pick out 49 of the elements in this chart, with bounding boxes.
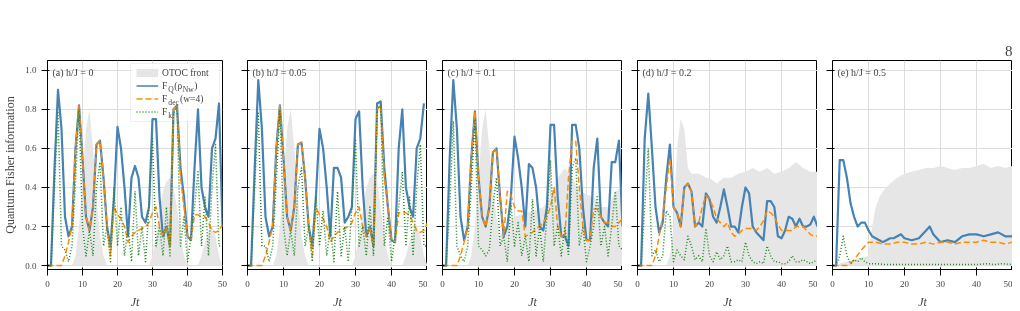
x-tick-label: 40 <box>972 278 982 289</box>
y-tick-label: 0.8 <box>25 104 37 115</box>
x-axis-title: Jt <box>528 294 538 309</box>
x-tick-label: 50 <box>218 278 228 289</box>
x-tick-label: 10 <box>78 278 88 289</box>
y-axis-title: Quantum Fisher information <box>3 96 18 234</box>
x-tick-label: 10 <box>474 278 484 289</box>
x-tick-label: 40 <box>387 278 397 289</box>
x-axis-title: Jt <box>333 294 343 309</box>
text: (d) h/J = 0.2 <box>642 66 692 79</box>
x-tick-label: 20 <box>705 278 715 289</box>
x-tick-label: 50 <box>613 278 623 289</box>
text: (c) h/J = 0.1 <box>447 66 496 79</box>
x-tick-label: 10 <box>864 278 874 289</box>
text: (e) h/J = 0.5 <box>837 66 886 79</box>
x-tick-label: 50 <box>808 278 818 289</box>
legend-label: OTOC front <box>162 68 209 78</box>
x-tick-label: 30 <box>741 278 751 289</box>
y-tick-label: 0.0 <box>25 260 37 271</box>
x-tick-label: 20 <box>900 278 910 289</box>
x-tick-label: 0 <box>440 278 446 289</box>
x-tick-label: 50 <box>1003 278 1013 289</box>
y-tick-label: 0.2 <box>25 221 37 232</box>
x-tick-label: 0 <box>45 278 51 289</box>
x-tick-label: 0 <box>635 278 641 289</box>
x-tick-label: 40 <box>777 278 787 289</box>
x-tick-label: 50 <box>418 278 428 289</box>
x-axis-title: Jt <box>130 294 140 309</box>
x-tick-label: 20 <box>510 278 520 289</box>
y-tick-label: 1.0 <box>25 65 37 76</box>
text: (b) h/J = 0.05 <box>252 66 307 79</box>
x-tick-label: 10 <box>669 278 679 289</box>
x-tick-label: 40 <box>582 278 592 289</box>
x-tick-label: 30 <box>351 278 361 289</box>
x-tick-label: 30 <box>148 278 158 289</box>
x-tick-label: 0 <box>245 278 251 289</box>
x-tick-label: 20 <box>315 278 325 289</box>
text: 8 <box>1005 42 1013 59</box>
y-tick-label: 0.4 <box>25 182 37 193</box>
x-tick-label: 10 <box>279 278 289 289</box>
x-tick-label: 20 <box>113 278 123 289</box>
x-tick-label: 40 <box>183 278 193 289</box>
x-tick-label: 0 <box>830 278 836 289</box>
x-axis-title: Jt <box>918 294 928 309</box>
x-tick-label: 30 <box>546 278 556 289</box>
x-axis-title: Jt <box>723 294 733 309</box>
x-tick-label: 30 <box>936 278 946 289</box>
y-tick-label: 0.6 <box>25 143 37 154</box>
text: (a) h/J = 0 <box>52 66 94 79</box>
